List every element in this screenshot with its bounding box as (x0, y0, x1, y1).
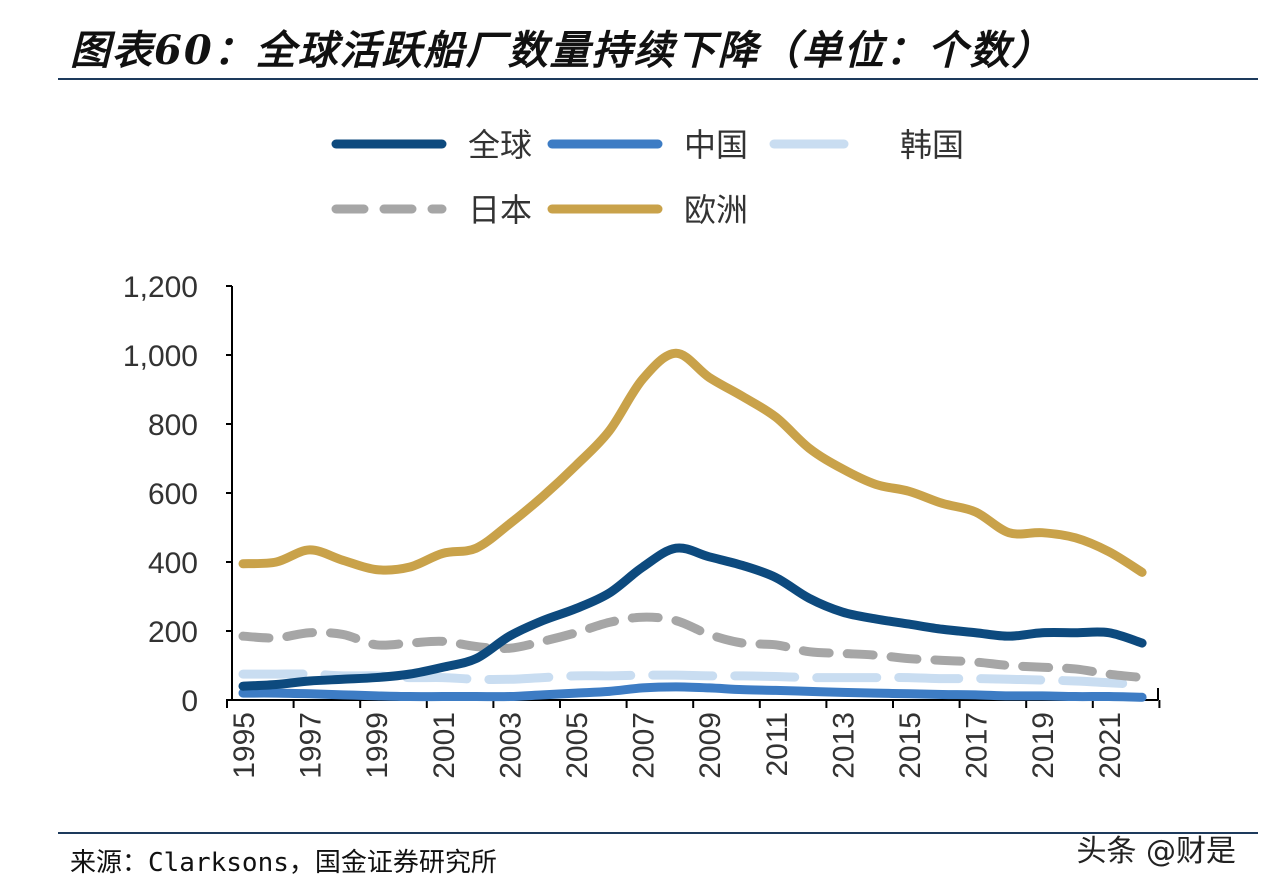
chart-title: 图表60：全球活跃船厂数量持续下降（单位：个数） (70, 27, 1054, 74)
y-tick-label: 400 (148, 547, 198, 580)
y-tick-label: 0 (181, 685, 198, 718)
x-tick-label: 2015 (894, 712, 927, 779)
legend-label: 中国 (684, 126, 748, 164)
series-line-日本 (238, 612, 1147, 683)
x-tick-label: 2017 (961, 712, 994, 779)
x-tick-label: 1997 (295, 712, 328, 779)
x-tick-label: 2013 (827, 712, 860, 779)
x-tick-label: 1999 (361, 712, 394, 779)
series-line-欧洲 (238, 348, 1147, 577)
y-tick-label: 200 (148, 616, 198, 649)
y-tick-label: 600 (148, 478, 198, 511)
legend-label: 欧洲 (684, 191, 748, 229)
x-tick-label: 2003 (494, 712, 527, 779)
x-tick-label: 2019 (1027, 712, 1060, 779)
x-tick-label: 2011 (761, 712, 794, 777)
x-tick-label: 2001 (428, 712, 461, 779)
legend-label: 全球 (468, 126, 532, 164)
source-note: 来源：Clarksons，国金证券研究所 (70, 848, 497, 878)
y-tick-label: 800 (148, 409, 198, 442)
footer-divider (58, 832, 1258, 834)
series-line-韩国 (238, 669, 1147, 689)
x-tick-label: 2009 (694, 712, 727, 779)
y-tick-label: 1,000 (123, 340, 198, 373)
series-line-全球 (238, 543, 1147, 691)
x-tick-label: 2005 (561, 712, 594, 779)
y-tick-label: 1,200 (123, 271, 198, 304)
series-line-中国 (238, 682, 1147, 702)
x-tick-label: 2021 (1094, 712, 1127, 779)
title-divider (58, 78, 1258, 80)
legend-label: 韩国 (900, 126, 964, 164)
watermark: 头条 @财是 (1076, 834, 1236, 869)
legend-label: 日本 (468, 191, 532, 229)
x-tick-label: 2007 (628, 712, 661, 779)
x-tick-label: 1995 (228, 712, 261, 779)
